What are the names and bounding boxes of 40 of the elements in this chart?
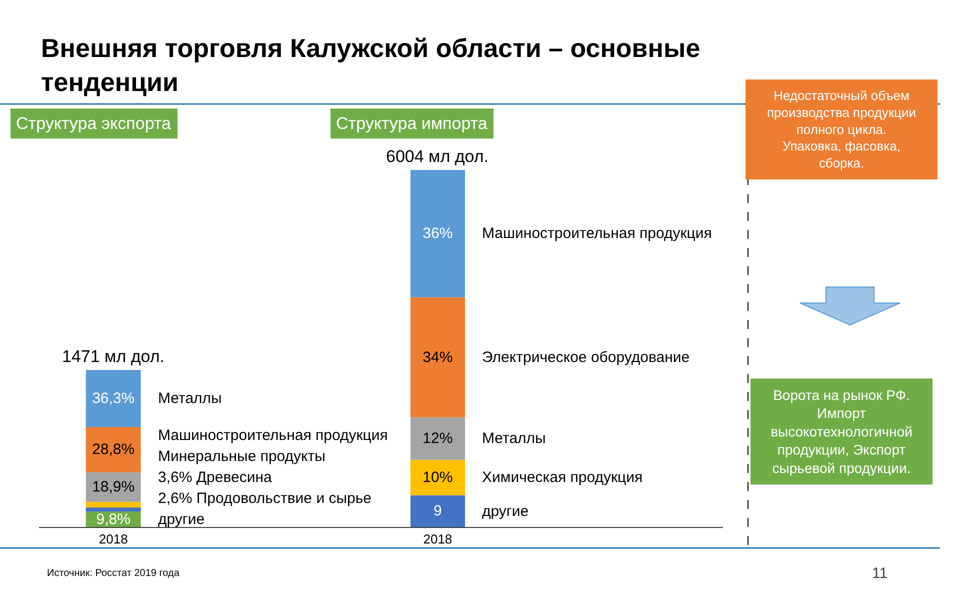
series-label: 2,6% Продовольствие и сырье [158,490,372,507]
data-label: 12% [422,430,453,448]
text: Ворота на рынок РФ. Импорт высокотехнологичной продукции, Экспорт сырьевой продукции. [770,387,912,476]
annotation: 1471 мл дол. [62,347,165,366]
x-tick-label: 2018 [423,532,452,547]
data-label: 9 [434,502,442,520]
bar [86,426,141,472]
series-label: другие [158,511,205,528]
bar [410,170,466,298]
series-label: Металлы [158,390,222,407]
series-label: Металлы [482,430,546,447]
data-label: 9,8% [96,510,130,528]
bar [86,502,141,508]
bar [410,460,466,496]
annotation: 6004 мл дол. [386,147,489,166]
text: 11 [872,565,888,582]
bar [86,508,141,512]
data-label: 28,8% [92,441,135,458]
series-label: другие [482,503,529,520]
data-label: 36% [422,225,453,242]
bar [410,495,466,527]
bar [410,417,466,460]
bar [86,370,141,427]
data-label: 18,9% [92,478,135,496]
text: Источник: Росстат 2019 года [47,568,180,579]
series-label: 3,6% Древесина [158,469,273,486]
data-label: 34% [422,348,453,366]
chart-subtitle: Структура экспорта [16,114,172,133]
series-label: Электрическое оборудование [482,349,690,366]
text: Внешняя торговля Калужской области – основные тенденции [41,33,700,97]
series-label: Минеральные продукты [158,448,326,465]
x-tick-label: 2018 [98,532,128,547]
series-label: Машиностроительная продукция [482,225,712,242]
text: Недостаточный объем производства продукции полного цикла. Упаковка, фасовка, сборка. [766,88,916,171]
data-label: 36,3% [92,390,135,407]
series-label: Химическая продукция [482,469,643,486]
bar [410,297,466,418]
chart-title: Структура импорта [336,114,488,133]
data-label: 10% [422,469,453,486]
series-label: Машиностроительная продукция [158,427,388,444]
